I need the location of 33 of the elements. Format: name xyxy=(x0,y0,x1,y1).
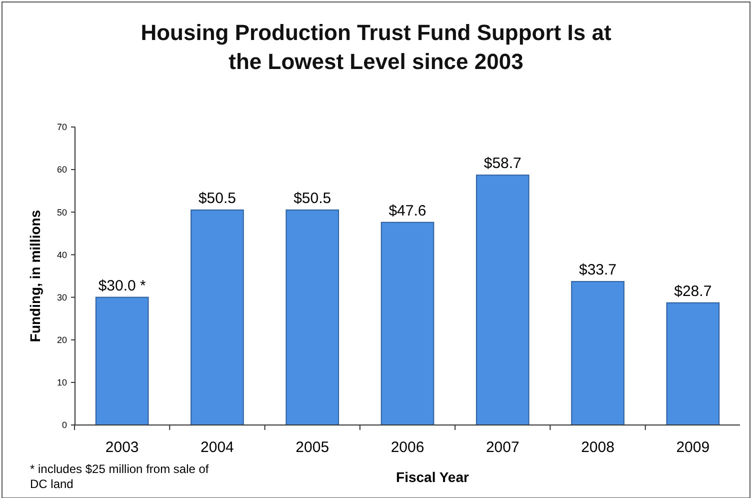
x-tick-label: 2003 xyxy=(105,439,139,456)
data-label: $47.6 xyxy=(388,202,426,220)
data-label: $58.7 xyxy=(484,155,522,172)
y-tick-label: 70 xyxy=(56,122,67,132)
text: * includes $25 million from sale of DC land xyxy=(30,462,210,491)
y-tick-label: 40 xyxy=(56,250,67,260)
x-tick-label: 2008 xyxy=(581,439,614,456)
x-tick-label: 2007 xyxy=(486,439,520,456)
y-tick-label: 30 xyxy=(56,292,67,302)
data-label: $28.7 xyxy=(674,282,712,300)
y-tick-label: 20 xyxy=(56,335,67,346)
bar xyxy=(571,281,624,426)
bar xyxy=(666,302,720,426)
data-label: $50.5 xyxy=(198,190,236,208)
bar xyxy=(380,222,434,426)
bar xyxy=(286,210,340,426)
data-label: $50.5 xyxy=(294,190,332,208)
x-axis-title: Fiscal Year xyxy=(396,469,470,485)
y-tick-label: 50 xyxy=(56,207,67,218)
y-axis-title: Funding, in millions xyxy=(27,210,43,342)
x-tick-label: 2005 xyxy=(296,439,330,456)
y-tick-label: 0 xyxy=(62,420,67,430)
x-tick-label: 2009 xyxy=(676,439,710,456)
data-label: $33.7 xyxy=(579,262,617,279)
chart-title: Housing Production Trust Fund Support Is at the Lowest Level since 2003 xyxy=(140,20,612,74)
x-tick-label: 2006 xyxy=(390,439,424,456)
y-tick-label: 10 xyxy=(56,378,67,388)
y-tick-label: 60 xyxy=(56,164,67,175)
data-label: $30.0 * xyxy=(98,277,146,294)
bar xyxy=(95,296,149,426)
bar xyxy=(190,210,244,426)
x-tick-label: 2004 xyxy=(200,439,234,456)
bar xyxy=(476,174,530,426)
